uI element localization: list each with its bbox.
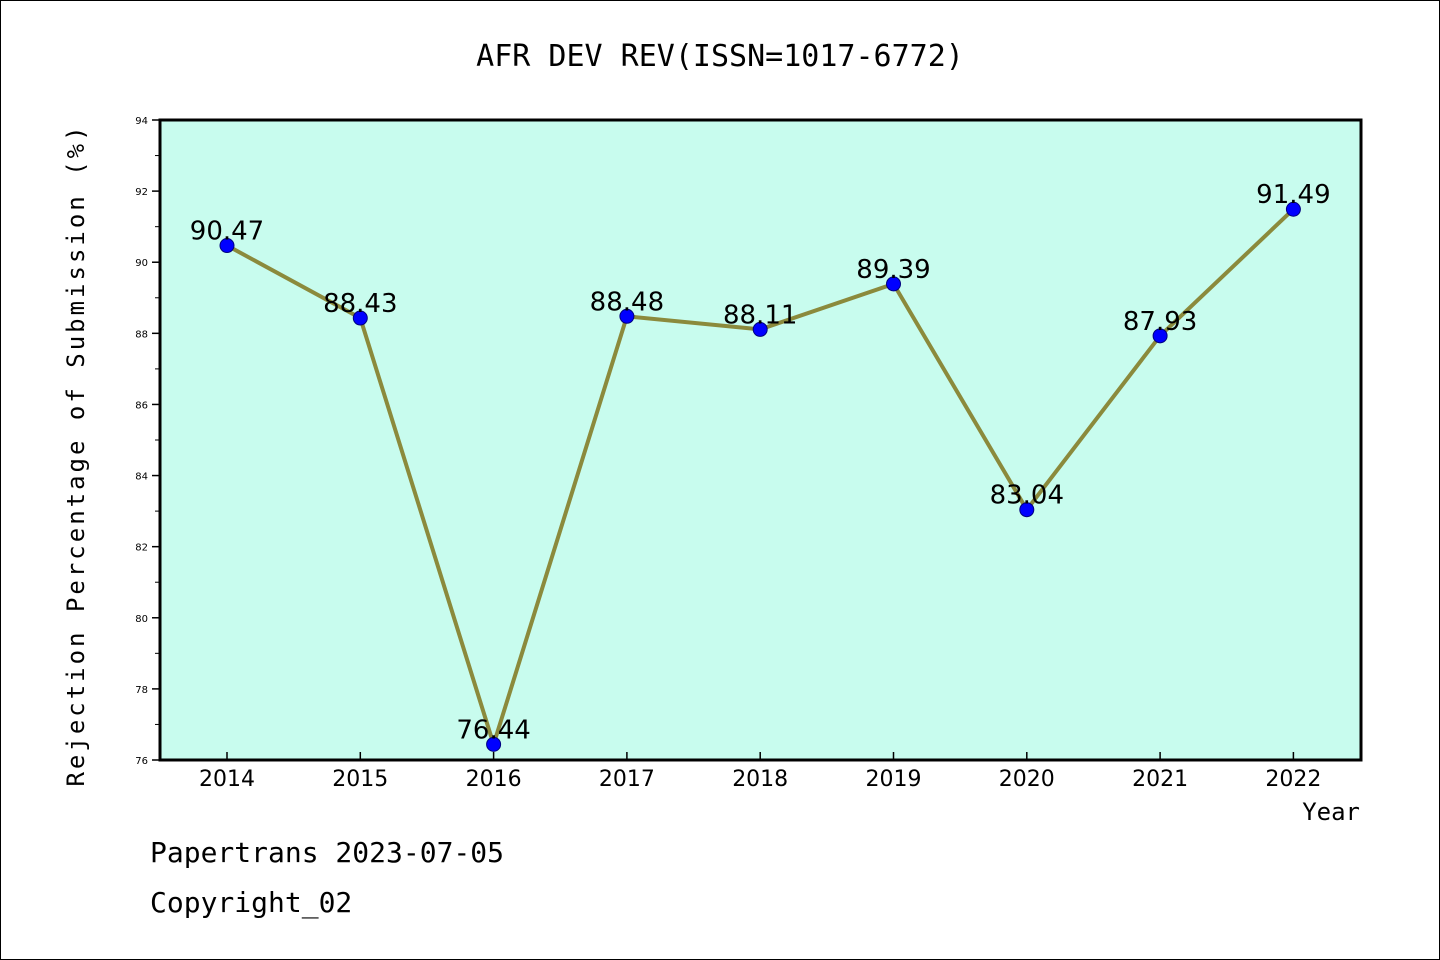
- y-tick-label: 94: [135, 116, 148, 127]
- y-tick-label: 86: [135, 400, 148, 411]
- y-tick-label: 90: [135, 258, 148, 269]
- data-label: 76.44: [456, 715, 530, 745]
- plot-area: [160, 120, 1361, 760]
- chart-title: AFR DEV REV(ISSN=1017-6772): [476, 39, 964, 74]
- x-tick-label: 2015: [332, 767, 388, 792]
- data-point-marker: [886, 276, 901, 292]
- data-label: 88.43: [323, 289, 397, 319]
- data-label: 91.49: [1256, 180, 1330, 210]
- data-point-marker: [752, 321, 768, 337]
- data-label: 90.47: [190, 217, 264, 247]
- data-point-marker: [219, 238, 235, 254]
- x-tick-label: 2014: [199, 767, 255, 792]
- data-label: 88.48: [590, 287, 664, 317]
- data-point-marker: [619, 308, 635, 324]
- y-axis: 76 78 80 82 84 86 88 90 92 94: [135, 116, 160, 767]
- data-label: 89.39: [856, 255, 930, 285]
- data-label: 83.04: [990, 481, 1064, 511]
- series-line-group: [219, 201, 1301, 752]
- data-point-marker: [1152, 328, 1168, 344]
- y-tick-label: 78: [135, 685, 148, 696]
- footer-copyright: Copyright_02: [150, 886, 353, 919]
- data-point-marker: [1285, 201, 1301, 217]
- data-label: 88.11: [723, 300, 797, 330]
- y-tick-label: 84: [135, 472, 148, 483]
- plot-border: [158, 118, 1363, 762]
- x-tick-label: 2017: [599, 767, 655, 792]
- data-labels: 90.47 88.43 76.44 88.48 88.11 89.39 83.04 87.93…: [190, 180, 1331, 745]
- footer-date: Papertrans 2023-07-05: [150, 836, 505, 869]
- x-tick-label: 2020: [999, 767, 1055, 792]
- x-tick-label: 2018: [732, 767, 788, 792]
- data-point-marker: [486, 736, 502, 752]
- y-tick-label: 76: [135, 756, 148, 767]
- y-tick-label: 82: [135, 543, 148, 554]
- x-tick-label: 2019: [866, 767, 922, 792]
- x-axis: 2014 2015 2016 2017 2018 2019 2020 2021 2022: [199, 752, 1321, 792]
- y-tick-label: 92: [135, 187, 148, 198]
- y-tick-label: 88: [135, 329, 148, 340]
- data-label: 87.93: [1123, 307, 1197, 337]
- data-point-marker: [1019, 502, 1035, 518]
- data-point-marker: [352, 310, 368, 326]
- y-axis-label: Rejection Percentage of Submission (%): [62, 123, 90, 786]
- x-axis-label: Year: [1302, 798, 1360, 826]
- x-tick-label: 2021: [1132, 767, 1188, 792]
- y-tick-label: 80: [135, 614, 148, 625]
- x-tick-label: 2022: [1265, 767, 1321, 792]
- x-tick-label: 2016: [466, 767, 522, 792]
